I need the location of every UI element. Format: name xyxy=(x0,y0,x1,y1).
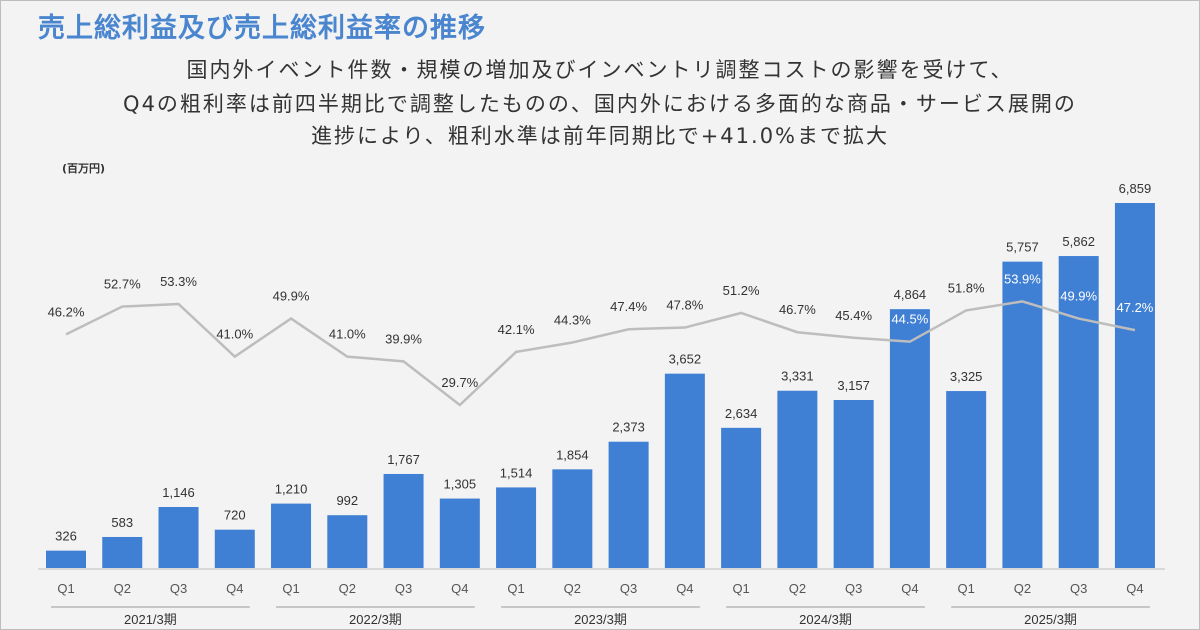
bar xyxy=(608,441,649,568)
bar xyxy=(777,390,818,568)
margin-rate-label: 53.9% xyxy=(1004,271,1041,286)
margin-rate-label: 41.0% xyxy=(216,327,253,342)
x-tick-label: Q1 xyxy=(507,581,524,596)
margin-rate-label: 46.2% xyxy=(48,304,85,319)
margin-rate-label: 44.5% xyxy=(891,312,928,327)
margin-rate-line xyxy=(65,300,1136,407)
bar xyxy=(552,469,593,568)
x-tick-label: Q4 xyxy=(1126,581,1143,596)
bar xyxy=(46,550,86,568)
bar-value-label: 3,652 xyxy=(669,352,702,367)
subtitle-line-3: 進捗により、粗利水準は前年同期比で+41.0%まで拡大 xyxy=(310,124,890,148)
margin-rate-label: 47.4% xyxy=(610,299,647,314)
bar xyxy=(383,473,424,568)
subtitle-line-1: 国内外イベント件数・規模の増加及びインベントリ調整コストの影響を受けて、 xyxy=(186,58,1014,82)
margin-rate-label: 51.2% xyxy=(723,283,760,298)
bar-value-label: 4,864 xyxy=(894,287,927,302)
bar xyxy=(889,309,930,568)
bar xyxy=(271,503,312,568)
x-tick-label: Q4 xyxy=(226,581,243,596)
bar-value-label: 992 xyxy=(336,493,358,508)
bar-value-label: 583 xyxy=(111,515,133,530)
bar xyxy=(833,400,874,568)
margin-rate-label: 49.9% xyxy=(1060,289,1097,304)
margin-rate-label: 51.8% xyxy=(948,280,985,295)
bar-value-label: 5,757 xyxy=(1006,240,1039,255)
x-tick-label: Q1 xyxy=(732,581,749,596)
margin-rate-label: 49.9% xyxy=(273,289,310,304)
bar xyxy=(1114,203,1155,568)
bar xyxy=(946,391,987,568)
bar xyxy=(664,373,705,568)
bar-value-label: 3,325 xyxy=(950,369,983,384)
group-label: 2024/3期 xyxy=(799,612,852,627)
bar-value-label: 2,634 xyxy=(725,406,758,421)
margin-rate-label: 47.8% xyxy=(666,298,703,313)
bar xyxy=(1058,256,1099,568)
x-tick-label: Q1 xyxy=(57,581,74,596)
bar-value-label: 5,862 xyxy=(1062,234,1095,249)
margin-rate-label: 52.7% xyxy=(104,277,141,292)
group-label: 2025/3期 xyxy=(1024,612,1077,627)
bar-value-label: 326 xyxy=(55,529,77,544)
x-tick-label: Q3 xyxy=(845,581,862,596)
subtitle-line-2: Q4の粗利率は前四半期比で調整したものの、国内外における多面的な商品・サービス展… xyxy=(123,92,1077,116)
x-tick-label: Q4 xyxy=(676,581,693,596)
margin-rate-label: 45.4% xyxy=(835,308,872,323)
group-label: 2022/3期 xyxy=(349,612,402,627)
group-label: 2023/3期 xyxy=(574,612,627,627)
bar xyxy=(1002,261,1043,568)
bar xyxy=(496,487,537,568)
x-tick-label: Q3 xyxy=(395,581,412,596)
margin-rate-label: 41.0% xyxy=(329,327,366,342)
x-tick-label: Q3 xyxy=(1070,581,1087,596)
bar-value-label: 1,210 xyxy=(275,482,308,497)
bar-value-label: 3,331 xyxy=(781,369,814,384)
bar xyxy=(214,529,255,568)
x-tick-label: Q3 xyxy=(170,581,187,596)
margin-rate-label: 46.7% xyxy=(779,302,816,317)
bar-value-label: 3,157 xyxy=(837,378,870,393)
bar xyxy=(327,515,368,568)
x-tick-label: Q4 xyxy=(901,581,918,596)
bar-value-label: 1,854 xyxy=(556,447,589,462)
bar-value-label: 2,373 xyxy=(612,420,645,435)
x-tick-label: Q2 xyxy=(114,581,131,596)
x-tick-label: Q2 xyxy=(1014,581,1031,596)
bar-value-label: 1,767 xyxy=(387,452,420,467)
bar xyxy=(721,427,762,568)
x-tick-label: Q2 xyxy=(789,581,806,596)
x-tick-label: Q3 xyxy=(620,581,637,596)
margin-rate-label: 44.3% xyxy=(554,313,591,328)
bar xyxy=(439,498,480,568)
bar xyxy=(102,536,143,568)
x-tick-label: Q4 xyxy=(451,581,468,596)
x-tick-label: Q2 xyxy=(339,581,356,596)
unit-label: (百万円) xyxy=(62,162,106,175)
x-tick-label: Q1 xyxy=(957,581,974,596)
x-tick-label: Q1 xyxy=(282,581,299,596)
bar-value-label: 6,859 xyxy=(1119,181,1152,196)
margin-rate-label: 42.1% xyxy=(498,322,535,337)
margin-rate-label: 53.3% xyxy=(160,274,197,289)
margin-rate-label: 29.7% xyxy=(441,375,478,390)
bar-value-label: 1,514 xyxy=(500,465,533,480)
bar-value-label: 1,146 xyxy=(162,485,195,500)
bar xyxy=(158,507,199,568)
bar-value-label: 720 xyxy=(224,508,246,523)
x-tick-label: Q2 xyxy=(564,581,581,596)
margin-rate-label: 47.2% xyxy=(1117,300,1154,315)
bar-value-label: 1,305 xyxy=(444,477,477,492)
margin-rate-label: 39.9% xyxy=(385,331,422,346)
page-title: 売上総利益及び売上総利益率の推移 xyxy=(38,13,486,44)
group-label: 2021/3期 xyxy=(124,612,177,627)
